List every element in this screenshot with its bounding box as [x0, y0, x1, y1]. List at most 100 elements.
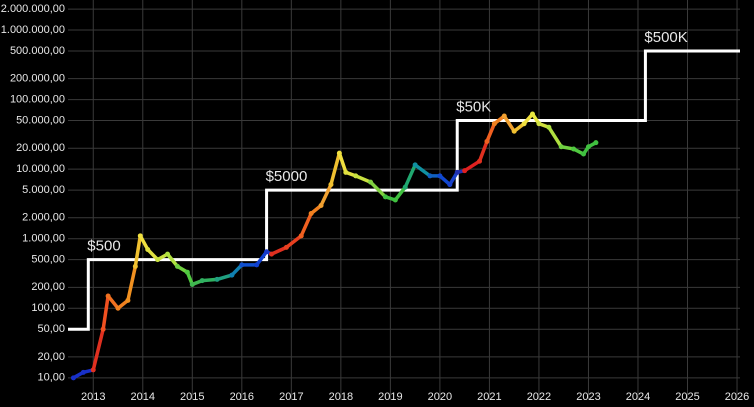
x-tick-label: 2025: [675, 391, 699, 403]
price-point: [501, 113, 507, 119]
price-point: [264, 249, 270, 255]
price-segment: [368, 180, 388, 199]
price-point: [70, 375, 76, 381]
x-tick-label: 2016: [230, 391, 254, 403]
price-point: [585, 144, 591, 150]
y-tick-label: 1.000,00: [22, 233, 65, 245]
price-point: [368, 179, 374, 185]
price-point: [343, 169, 349, 175]
price-point: [454, 169, 460, 175]
price-segment: [133, 234, 143, 269]
x-tick-label: 2021: [477, 391, 501, 403]
price-point: [105, 293, 111, 299]
price-point: [145, 246, 151, 252]
price-point: [254, 262, 260, 268]
y-tick-label: 100.000,00: [10, 93, 65, 105]
price-point: [155, 257, 161, 263]
price-segment: [215, 273, 234, 282]
annotation: $5000: [266, 168, 308, 185]
price-point: [462, 168, 468, 174]
price-point: [427, 173, 433, 179]
price-point: [125, 297, 131, 303]
price-point: [353, 173, 359, 179]
x-tick-label: 2023: [576, 391, 600, 403]
price-point: [412, 162, 418, 168]
y-tick-label: 20,00: [37, 351, 65, 363]
price-segment: [502, 114, 516, 134]
y-tick-label: 200,00: [31, 281, 65, 293]
y-tick-label: 500,00: [31, 254, 65, 266]
price-segment: [126, 264, 138, 303]
y-tick-label: 2.000,00: [22, 212, 65, 224]
price-point: [447, 182, 453, 188]
x-tick-label: 2013: [81, 391, 105, 403]
price-segment: [269, 245, 289, 256]
price-segment: [284, 234, 303, 250]
price-segment: [485, 121, 497, 144]
price-point: [437, 173, 443, 179]
price-point: [521, 121, 527, 127]
price-point: [536, 121, 542, 127]
price-segment: [393, 185, 407, 202]
price-point: [484, 138, 490, 144]
x-tick-label: 2017: [279, 391, 303, 403]
price-point: [90, 367, 96, 373]
price-segment: [337, 151, 348, 175]
price-point: [571, 146, 577, 152]
price-segment: [138, 234, 150, 252]
price-point: [593, 140, 599, 146]
annotation: $500K: [644, 29, 687, 46]
y-tick-label: 1.000.000,00: [1, 24, 65, 36]
price-point: [165, 251, 171, 257]
price-point: [382, 194, 388, 200]
price-segment: [462, 159, 482, 173]
x-tick-label: 2022: [527, 391, 551, 403]
price-segment: [254, 249, 269, 267]
price-point: [308, 211, 314, 217]
price-point: [402, 184, 408, 190]
grid: [68, 0, 740, 400]
price-point: [115, 305, 121, 311]
x-tick-label: 2015: [180, 391, 204, 403]
price-point: [318, 203, 324, 209]
price-segment: [413, 163, 432, 178]
x-tick-label: 2014: [131, 391, 155, 403]
x-tick-label: 2019: [378, 391, 402, 403]
price-segment: [101, 294, 110, 331]
price-segment: [547, 125, 563, 149]
price-segment: [329, 151, 342, 187]
y-tick-label: 20.000,00: [16, 142, 65, 154]
price-segment: [106, 294, 120, 311]
price-segment: [165, 252, 180, 269]
y-tick-label: 10.000,00: [16, 163, 65, 175]
price-point: [530, 111, 536, 117]
x-tick-label: 2020: [428, 391, 452, 403]
price-point: [336, 150, 342, 156]
price-point: [100, 326, 106, 332]
price-segment: [477, 139, 489, 163]
price-point: [581, 151, 587, 157]
price-segment: [319, 182, 333, 208]
price-point: [137, 233, 143, 239]
price-segment: [299, 211, 313, 238]
y-tick-label: 100,00: [31, 302, 65, 314]
price-point: [283, 244, 289, 250]
price-segment: [403, 163, 417, 189]
price-point: [132, 263, 138, 269]
price-point: [189, 281, 195, 287]
price-point: [546, 124, 552, 130]
y-tick-label: 5.000,00: [22, 184, 65, 196]
price-point: [328, 182, 334, 188]
price-point: [80, 369, 86, 375]
y-tick-label: 2.000.000,00: [1, 3, 65, 15]
price-point: [269, 251, 275, 257]
price-point: [229, 272, 235, 278]
price-point: [174, 263, 180, 269]
price-point: [199, 278, 205, 284]
y-tick-label: 200.000,00: [10, 73, 65, 85]
y-tick-label: 10,00: [37, 372, 65, 384]
price-point: [558, 144, 564, 150]
price-point: [491, 121, 497, 127]
price-segment: [91, 327, 105, 372]
